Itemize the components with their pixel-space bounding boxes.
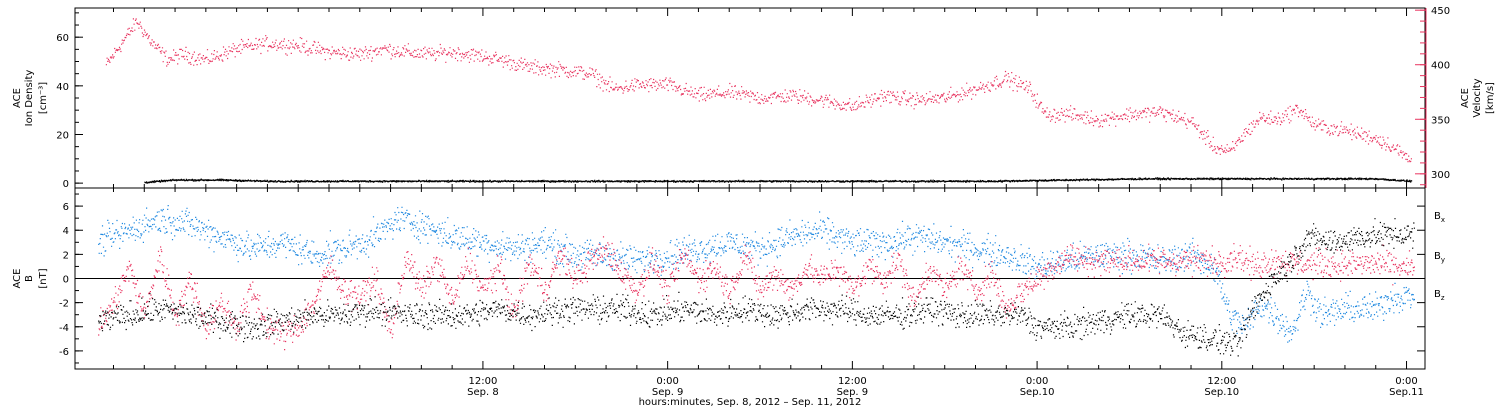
density-tick-label: 20	[56, 130, 69, 141]
b-ylabel-1: ACE	[12, 269, 23, 289]
velocity-tick-label: 400	[1431, 61, 1450, 72]
velocity-series	[105, 18, 1412, 163]
b-ylabel-3: [nT]	[38, 268, 49, 288]
density-series	[144, 177, 1413, 184]
legend-subscript: y	[1441, 256, 1445, 264]
velocity-ylabel-3: [km/s]	[1485, 82, 1496, 114]
density-tick-label: 0	[63, 179, 69, 190]
legend-label: B	[1434, 289, 1441, 300]
b-tick-label: -6	[59, 347, 69, 358]
bx-series-points	[98, 218, 1416, 357]
velocity-ylabel-2: Velocity	[1472, 78, 1483, 117]
b-tick-label: -4	[59, 323, 69, 334]
x-tick-time: 12:00	[1207, 376, 1236, 387]
velocity-ylabel-1: ACE	[1460, 88, 1471, 108]
top-panel-frame	[74, 7, 1426, 189]
velocity-tick-label: 300	[1431, 170, 1450, 181]
legend-subscript: x	[1441, 216, 1445, 224]
velocity-series-points	[105, 18, 1412, 163]
legend-Bx: Bx	[1434, 211, 1445, 224]
velocity-tick-label: 350	[1431, 115, 1450, 126]
bz-series-points	[98, 236, 1416, 351]
b-tick-label: 6	[63, 202, 69, 213]
density-series-points	[144, 177, 1413, 184]
legend-By: By	[1434, 251, 1445, 264]
x-tick-date: Sep. 8	[467, 387, 499, 398]
b-tick-label: 2	[63, 250, 69, 261]
density-ylabel-1: ACE	[12, 88, 23, 108]
bx-series	[98, 218, 1416, 357]
x-tick-time: 0:00	[656, 376, 678, 387]
legend-label: B	[1434, 251, 1441, 262]
legend-Bz: Bz	[1434, 289, 1445, 302]
x-tick-date: Sep.10	[1020, 387, 1055, 398]
density-ylabel-2: Ion Density	[24, 70, 35, 127]
b-tick-label: 0	[63, 275, 69, 286]
x-tick-date: Sep.10	[1204, 387, 1239, 398]
x-tick-time: 12:00	[838, 376, 867, 387]
density-tick-label: 60	[56, 33, 69, 44]
x-axis-label: hours:minutes, Sep. 8, 2012 – Sep. 11, 2…	[639, 397, 862, 408]
density-ylabel-3: [cm⁻³]	[38, 82, 49, 114]
velocity-tick-label: 450	[1431, 6, 1450, 17]
density-tick-label: 40	[56, 82, 69, 93]
x-tick-date: Sep. 9	[652, 387, 684, 398]
x-tick-date: Sep.11	[1389, 387, 1424, 398]
x-tick-time: 0:00	[1026, 376, 1048, 387]
legend-label: B	[1434, 211, 1441, 222]
bz-series	[98, 236, 1416, 351]
b-tick-label: -2	[59, 299, 69, 310]
b-tick-label: 4	[63, 226, 69, 237]
b-ylabel-2: B	[24, 275, 35, 282]
legend-subscript: z	[1441, 294, 1445, 302]
x-tick-time: 0:00	[1395, 376, 1417, 387]
x-tick-time: 12:00	[469, 376, 498, 387]
x-tick-date: Sep. 9	[837, 387, 869, 398]
